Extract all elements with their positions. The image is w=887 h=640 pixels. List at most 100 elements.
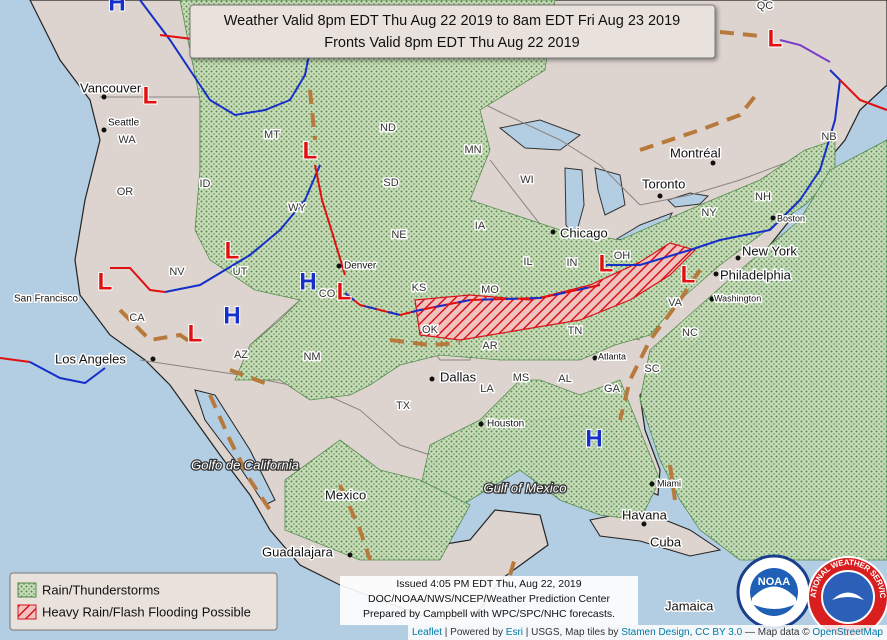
city-dot (649, 481, 655, 487)
state-label: MS (513, 372, 530, 384)
title-box (189, 4, 716, 59)
stationary-front (344, 284, 601, 317)
cold-front (139, 0, 311, 117)
pressure-center: H (299, 268, 316, 295)
state-label: OK (422, 324, 439, 336)
pressure-center: L (143, 82, 158, 109)
attribution-link[interactable]: OpenStreetMap (812, 627, 883, 638)
state-label: IN (567, 257, 578, 269)
legend-label: Heavy Rain/Flash Flooding Possible (42, 604, 251, 619)
legend-swatch (17, 582, 37, 598)
pressure-center: L (188, 320, 203, 347)
state-label: NE (391, 229, 406, 241)
city-dot (347, 552, 353, 558)
city-label: Havana (622, 507, 668, 522)
pressure-center: L (225, 237, 240, 264)
title-line: Weather Valid 8pm EDT Thu Aug 22 2019 to… (224, 13, 681, 29)
state-label: WA (118, 134, 136, 146)
city-label: Boston (777, 213, 805, 223)
city-label: Mexico (325, 487, 366, 502)
legend-label: Rain/Thunderstorms (42, 582, 160, 597)
pressure-center: H (223, 302, 240, 329)
city-label: Toronto (642, 176, 685, 191)
city-label: Houston (487, 419, 524, 430)
city-label: Montréal (670, 145, 721, 160)
region-label: Golfo de California (191, 457, 299, 472)
state-label: LA (480, 383, 494, 395)
pressure-center: H (585, 425, 602, 452)
city-dot (336, 263, 342, 269)
city-label: Philadelphia (720, 267, 792, 282)
city-label: San Francisco (14, 294, 78, 305)
state-label: MT (264, 129, 280, 141)
attribution-link[interactable]: CC BY 3.0 (695, 627, 743, 638)
warm-front (314, 164, 346, 276)
state-label: IA (475, 220, 486, 232)
issued-line: Issued 4:05 PM EDT Thu, Aug 22, 2019 (396, 578, 581, 590)
state-label: WI (520, 174, 533, 186)
noaa-text: NOAA (758, 576, 790, 588)
state-label: NC (682, 327, 698, 339)
title-line: Fronts Valid 8pm EDT Thu Aug 22 2019 (324, 35, 580, 51)
issued-line: DOC/NOAA/NWS/NCEP/Weather Prediction Cen… (368, 593, 610, 605)
attribution-link[interactable]: Leaflet (412, 627, 443, 638)
state-label: OR (117, 186, 134, 198)
city-label: Atlanta (598, 351, 626, 361)
state-label: UT (233, 266, 248, 278)
city-dot (710, 160, 716, 166)
warm-front (110, 267, 166, 293)
attribution-link[interactable]: Stamen Design (621, 627, 690, 638)
state-label: NM (303, 351, 320, 363)
state-label: KS (412, 282, 427, 294)
state-label: TX (396, 400, 411, 412)
state-label: TN (568, 325, 583, 337)
city-label: Seattle (108, 118, 140, 129)
cuba (589, 509, 722, 557)
warm-front (0, 357, 31, 363)
state-label: MO (481, 284, 499, 296)
city-label: Denver (344, 261, 377, 272)
state-label: CA (129, 312, 145, 324)
pressure-center: L (599, 250, 614, 277)
city-label: Dallas (440, 369, 477, 384)
attribution-text: , (689, 627, 696, 638)
city-dot (735, 255, 741, 261)
pressure-center: L (768, 25, 783, 52)
attribution-text: | Powered by (442, 627, 506, 638)
state-label: NB (821, 131, 836, 143)
state-label: ND (380, 122, 396, 134)
city-label: Vancouver (80, 80, 142, 95)
city-label: New York (742, 243, 797, 258)
state-label: AR (482, 340, 497, 352)
state-label: CO (319, 288, 336, 300)
city-dot (478, 421, 484, 427)
state-label: AL (558, 373, 571, 385)
fronts (0, 0, 887, 385)
city-dot (770, 215, 776, 221)
city-label: Cuba (650, 534, 682, 549)
city-dot (550, 229, 556, 235)
state-label: IL (523, 256, 532, 268)
issued-box (340, 576, 638, 625)
attribution-text: | USGS, Map tiles by (523, 627, 622, 638)
legend-swatch (17, 604, 37, 620)
state-label: SD (383, 177, 398, 189)
attribution-link[interactable]: Esri (505, 627, 524, 638)
city-dot (592, 355, 598, 361)
cold-front (606, 69, 842, 266)
pressure-center: L (98, 268, 113, 295)
state-label: GA (604, 383, 621, 395)
city-label: Miami (657, 478, 681, 488)
city-dot (347, 495, 353, 501)
city-dot (150, 356, 156, 362)
city-dot (101, 94, 107, 100)
attribution-text: — Map data © (742, 627, 813, 638)
city-dot (429, 376, 435, 382)
city-dot (709, 296, 715, 302)
attribution: Leaflet | Powered by Esri | USGS, Map ti… (408, 625, 887, 640)
city-label: Los Angeles (55, 351, 126, 366)
state-label: NV (169, 266, 185, 278)
issued-line: Prepared by Campbell with WPC/SPC/NHC fo… (363, 608, 615, 620)
